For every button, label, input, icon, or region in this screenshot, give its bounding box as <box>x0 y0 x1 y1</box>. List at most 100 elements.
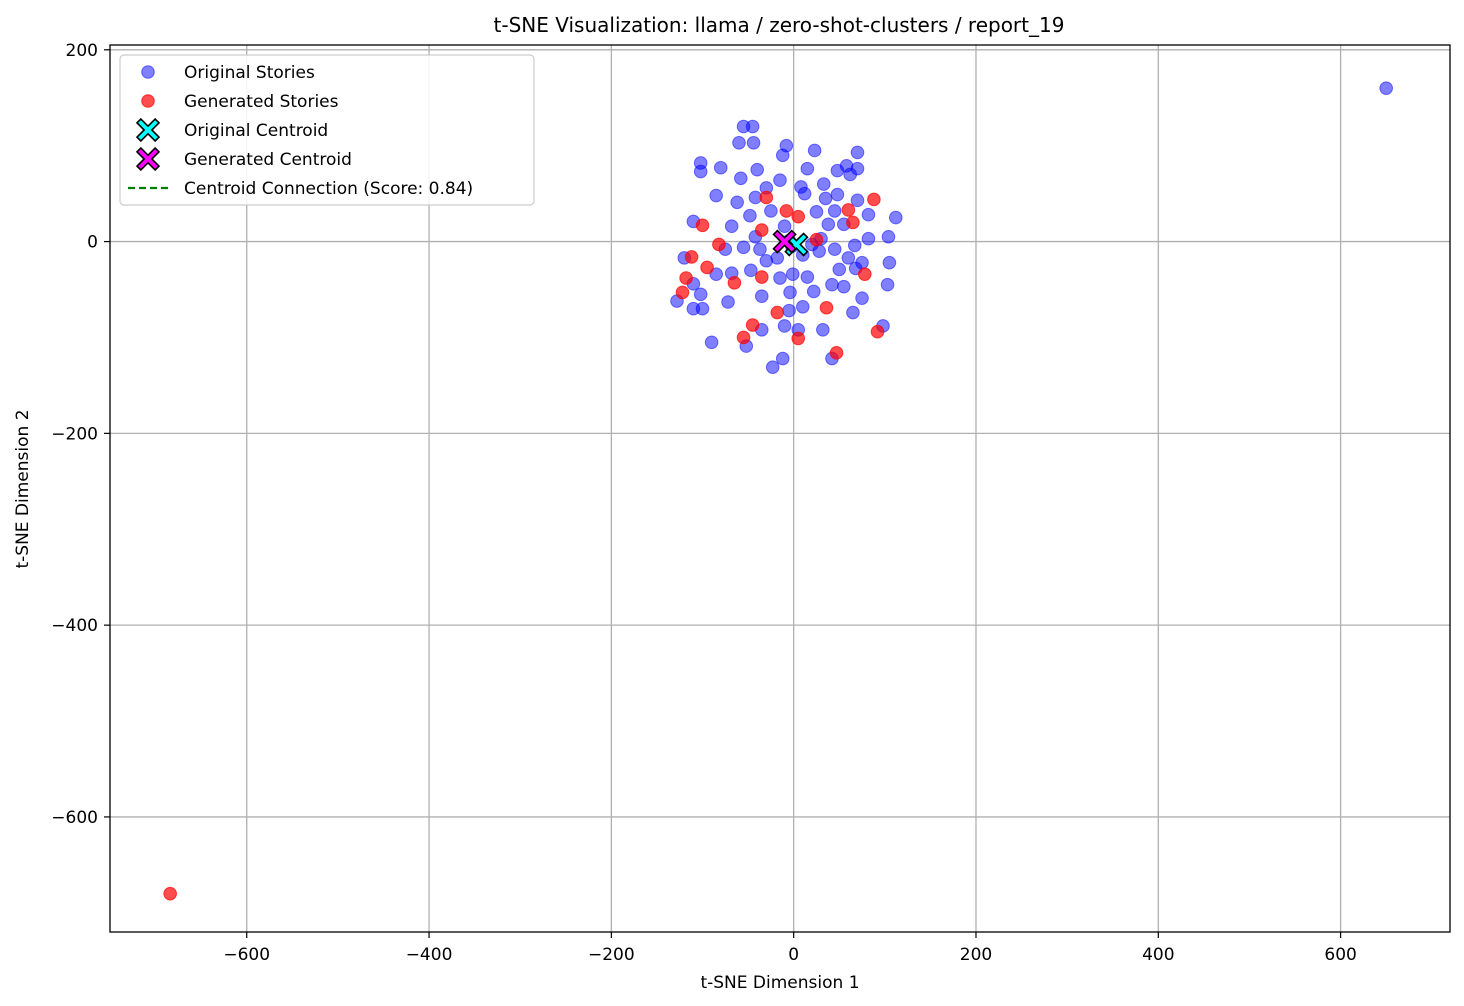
chart-title: t-SNE Visualization: llama / zero-shot-c… <box>494 13 1065 37</box>
original-story-point <box>861 231 876 246</box>
generated-story-point <box>700 260 714 275</box>
generated-story-point <box>679 271 693 285</box>
generated-story-point <box>779 204 794 218</box>
original-story-point <box>745 119 760 134</box>
original-story-point <box>765 360 780 374</box>
generated-story-point <box>727 276 742 290</box>
original-story-point <box>832 262 847 277</box>
original-story-point <box>732 136 746 150</box>
legend-box <box>119 54 535 206</box>
generated-story-point <box>829 346 844 360</box>
original-story-point <box>816 177 831 191</box>
x-tick-label: −400 <box>406 945 453 965</box>
original-story-point <box>825 277 839 292</box>
original-story-point <box>818 191 833 206</box>
original-story-point <box>821 217 836 232</box>
legend-generated-marker <box>141 94 155 108</box>
legend: Original Stories Generated Stories Origina… <box>119 54 535 206</box>
original-story-point <box>888 210 903 225</box>
original-story-point <box>806 284 821 299</box>
generated-story-point <box>846 215 860 230</box>
original-story-point <box>775 351 790 366</box>
generated-story-point <box>754 270 769 284</box>
original-story-point <box>754 289 769 304</box>
original-story-point <box>709 267 723 281</box>
y-tick-label: −200 <box>51 424 98 444</box>
x-tick-label: −600 <box>223 945 270 965</box>
generated-story-point <box>712 237 726 252</box>
original-story-point <box>753 242 767 257</box>
original-story-point <box>704 335 719 350</box>
original-story-point <box>843 167 857 182</box>
original-story-point <box>850 145 865 160</box>
original-story-point <box>743 208 757 223</box>
original-story-point <box>785 267 800 281</box>
generated-story-point <box>841 203 856 217</box>
original-story-point <box>750 162 765 177</box>
grid-lines <box>110 45 1450 932</box>
legend-label: Original Centroid <box>184 121 328 141</box>
original-story-point <box>837 279 851 294</box>
original-story-point <box>777 219 792 234</box>
legend-generated-centroid-marker <box>135 146 161 172</box>
original-story-point <box>807 143 822 158</box>
original-story-point <box>693 164 708 179</box>
x-axis-label: t-SNE Dimension 1 <box>700 973 859 993</box>
y-tick-label: 0 <box>87 233 98 253</box>
original-story-point <box>841 251 856 265</box>
x-tick-label: 600 <box>1324 945 1356 965</box>
original-story-point <box>721 295 735 309</box>
y-axis-label: t-SNE Dimension 2 <box>13 409 33 568</box>
legend-label: Original Stories <box>184 63 315 83</box>
generated-story-point <box>791 209 806 224</box>
original-story-point <box>693 287 708 302</box>
x-tick-label: 200 <box>960 945 992 965</box>
legend-original-centroid-marker <box>135 117 161 143</box>
original-story-point <box>730 195 744 210</box>
original-story-point <box>800 270 815 284</box>
legend-label: Generated Stories <box>184 92 339 112</box>
original-story-point <box>695 301 710 316</box>
original-story-point <box>880 277 895 292</box>
original-story-point <box>734 171 748 186</box>
original-story-point <box>809 205 824 219</box>
generated-story-point <box>695 218 710 233</box>
legend-original-marker <box>141 65 155 79</box>
legend-label: Centroid Connection (Score: 0.84) <box>184 179 473 199</box>
original-story-point <box>777 319 792 333</box>
original-story-point <box>724 219 739 234</box>
generated-story-point <box>867 192 881 207</box>
original-story-point <box>816 322 830 337</box>
plot-area-frame <box>109 44 1451 933</box>
generated-story-point <box>736 330 751 345</box>
y-tick-label: 200 <box>66 41 98 61</box>
centroid-markers <box>772 229 809 257</box>
generated-story-point <box>759 190 774 205</box>
original-story-point <box>800 161 815 176</box>
generated-story-point <box>163 886 177 901</box>
generated-story-point <box>675 285 690 300</box>
original-story-point <box>736 240 751 255</box>
x-tick-label: 400 <box>1142 945 1174 965</box>
original-story-point <box>773 271 787 285</box>
generated-story-point <box>791 331 806 346</box>
y-tick-label: −400 <box>51 616 98 636</box>
original-story-point <box>882 255 897 270</box>
original-story-point <box>764 204 778 218</box>
original-story-point <box>746 136 761 150</box>
original-story-point <box>827 242 842 257</box>
x-tick-label: −200 <box>588 945 635 965</box>
generated-story-point <box>857 267 872 281</box>
generated-centroid-marker <box>772 229 797 254</box>
original-story-point <box>713 160 728 175</box>
original-story-point <box>827 204 842 218</box>
original-story-point <box>773 173 787 188</box>
original-story-point <box>782 303 796 318</box>
original-story-point <box>797 186 812 201</box>
generated-story-point <box>770 305 785 320</box>
original-story-point <box>846 305 860 320</box>
generated-story-point <box>819 300 834 315</box>
original-story-point <box>783 285 797 300</box>
original-story-point <box>847 238 862 253</box>
